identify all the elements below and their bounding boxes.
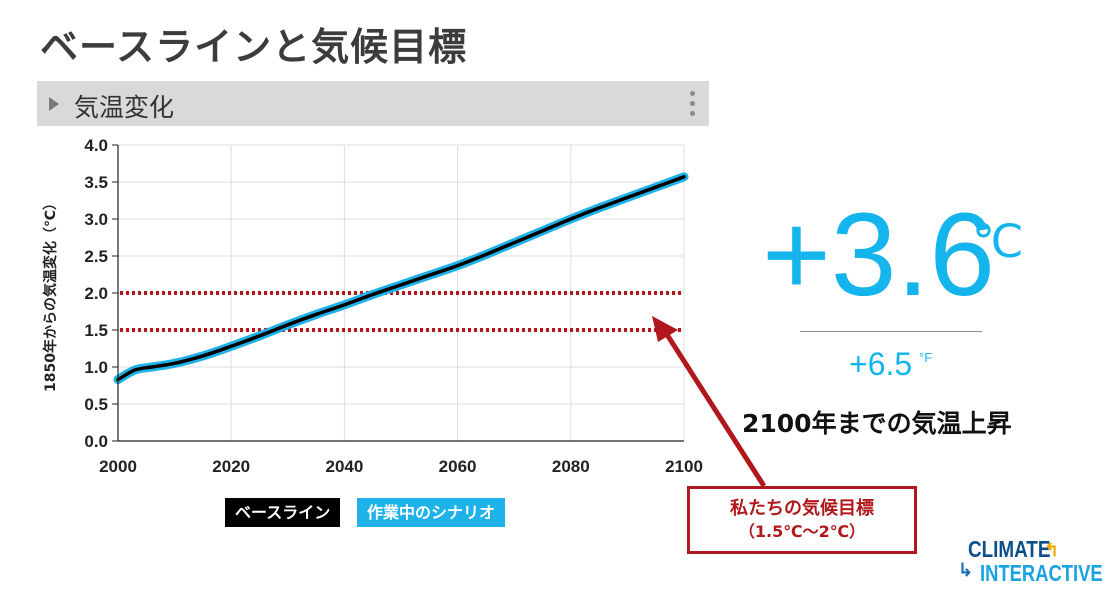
legend-item-baseline[interactable]: ベースライン — [225, 498, 341, 527]
climate-goal-callout: 私たちの気候目標 （1.5℃～2℃） — [687, 486, 917, 554]
y-tick-label: 3.5 — [84, 173, 108, 192]
series-line-baseline — [116, 175, 686, 382]
temperature-celsius-value: +3.6 — [762, 189, 995, 321]
panel-title: 気温変化 — [74, 93, 175, 122]
x-tick-label: 2080 — [552, 457, 590, 476]
x-tick-label: 2060 — [439, 457, 477, 476]
logo-text-bottom: INTERACTIVE — [980, 560, 1103, 586]
x-tick-label: 2040 — [325, 457, 363, 476]
y-tick-label: 0.0 — [84, 432, 108, 451]
legend-item-working-scenario[interactable]: 作業中のシナリオ — [357, 498, 506, 527]
goal-callout-title: 私たちの気候目標 — [730, 498, 874, 519]
x-tick-label: 2020 — [212, 457, 250, 476]
logo-arrow-icon: ↰ — [1044, 540, 1060, 560]
y-tick-label: 1.0 — [84, 358, 108, 377]
y-tick-label: 2.0 — [84, 284, 108, 303]
logo-arrow-icon: ↳ — [958, 560, 974, 580]
y-tick-label: 3.0 — [84, 210, 108, 229]
vertical-ellipsis-icon[interactable] — [685, 90, 699, 118]
chart-axes: 0.0 0.5 1.0 1.5 2.0 2.5 3.0 3.5 4.0 2000 2020 2040 2… — [84, 136, 703, 476]
y-tick-label: 0.5 — [84, 395, 108, 414]
series-line-working-scenario — [113, 172, 689, 385]
temperature-fahrenheit-value: +6.5 — [849, 346, 913, 382]
chart-panel-header: 気温変化 — [37, 81, 709, 126]
result-divider — [800, 331, 982, 332]
goal-arrow — [652, 316, 767, 488]
climate-interactive-logo: CLIMATE ↰ ↳ INTERACTIVE — [958, 534, 1103, 594]
x-tick-label: 2000 — [99, 457, 137, 476]
y-tick-label: 4.0 — [84, 136, 108, 155]
fahrenheit-unit: °F — [919, 350, 933, 365]
goal-arrow-head — [652, 316, 678, 342]
y-axis-label: 1850年からの気温変化（℃） — [42, 196, 59, 392]
y-tick-label: 1.5 — [84, 321, 108, 340]
result-caption: 2100年までの気温上昇 — [742, 409, 1012, 438]
y-tick-label: 2.5 — [84, 247, 108, 266]
celsius-unit: ℃ — [972, 215, 1024, 267]
goal-reference-lines — [120, 291, 684, 332]
slide-title: ベースラインと気候目標 — [40, 25, 468, 69]
goal-callout-range: （1.5℃～2℃） — [738, 522, 866, 541]
logo-text-top: CLIMATE — [968, 536, 1051, 562]
chart-series — [113, 172, 689, 385]
chart-grid — [117, 144, 685, 442]
x-tick-label: 2100 — [665, 457, 703, 476]
triangle-right-icon[interactable] — [49, 97, 59, 111]
